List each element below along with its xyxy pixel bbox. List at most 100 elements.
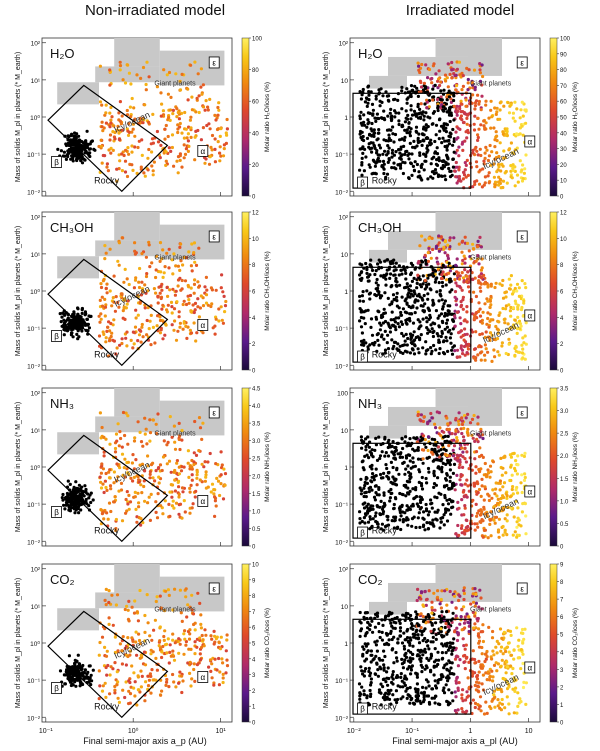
planet-point: [501, 494, 505, 498]
greek-letter-epsilon: ε: [212, 408, 216, 417]
planet-point: [408, 312, 412, 316]
planet-point: [376, 522, 380, 526]
planet-point: [124, 306, 128, 310]
planet-point: [419, 259, 424, 263]
planet-point: [412, 290, 416, 294]
colorbar-label: Molar ratio NH₃/ices (%): [572, 432, 579, 502]
planet-point: [404, 494, 408, 498]
planet-point: [225, 117, 229, 122]
planet-point: [392, 161, 396, 165]
planet-point: [438, 289, 442, 293]
planet-point: [176, 480, 180, 484]
planet-point: [104, 695, 108, 700]
planet-point: [108, 133, 113, 137]
planet-point: [367, 142, 371, 146]
planet-point: [479, 245, 483, 249]
planet-point: [153, 479, 157, 483]
planet-point: [510, 485, 515, 489]
planet-point: [223, 304, 228, 308]
planet-point: [441, 159, 446, 163]
planet-point: [464, 175, 468, 179]
planet-point: [361, 459, 365, 463]
planet-point: [130, 163, 134, 167]
planet-point: [451, 157, 455, 161]
planet-point: [165, 73, 169, 77]
planet-point: [199, 622, 203, 627]
planet-point: [177, 472, 181, 476]
planet-point: [408, 437, 412, 441]
planet-point: [440, 276, 444, 280]
planet-point: [189, 115, 193, 119]
planet-point: [107, 320, 111, 324]
planet-point: [188, 660, 192, 665]
planet-point: [492, 518, 496, 522]
planet-point: [391, 293, 396, 297]
planet-point: [424, 154, 428, 158]
planet-point: [136, 674, 140, 678]
planet-point: [448, 421, 452, 425]
planet-point: [441, 136, 445, 140]
planet-point: [409, 104, 413, 108]
planet-point: [140, 287, 145, 291]
planet-point: [518, 322, 523, 326]
planet-point: [501, 485, 505, 489]
planet-point: [507, 303, 511, 307]
planet-point: [370, 268, 375, 272]
planet-point: [159, 328, 163, 332]
planet-point: [455, 60, 459, 64]
planet-point: [521, 356, 525, 360]
planet-point: [126, 471, 130, 475]
planet-point: [440, 470, 444, 474]
planet-point: [190, 269, 194, 273]
planet-point: [213, 488, 217, 492]
planet-point: [431, 298, 435, 302]
planet-point: [359, 135, 363, 140]
planet-point: [145, 593, 149, 597]
planet-point: [523, 475, 527, 480]
planet-point: [203, 479, 207, 483]
planet-point: [192, 622, 196, 627]
planet-point: [174, 264, 178, 268]
planet-point: [464, 163, 468, 167]
planet-point: [181, 302, 185, 307]
planet-point: [411, 164, 415, 168]
planet-point: [131, 479, 135, 483]
planet-point: [168, 118, 172, 122]
planet-point: [97, 697, 101, 701]
planet-point: [224, 141, 228, 145]
planet-point: [189, 684, 193, 688]
rocky-label: Rocky: [372, 349, 398, 359]
planet-point: [413, 299, 417, 303]
planet-point: [153, 618, 157, 622]
planet-point: [387, 438, 391, 442]
planet-point: [107, 616, 111, 620]
y-tick-label: 10⁻²: [335, 189, 349, 196]
planet-point: [383, 348, 388, 352]
colorbar-tick-label: 90: [560, 52, 567, 58]
planet-point: [504, 351, 508, 356]
planet-point: [374, 281, 378, 285]
planet-point: [148, 470, 152, 474]
planet-point: [178, 125, 182, 129]
planet-point: [109, 334, 113, 339]
planet-point: [397, 119, 401, 123]
planet-point: [156, 314, 160, 318]
giant-planet-region: [114, 212, 160, 241]
planet-point: [408, 351, 412, 355]
planet-point: [497, 183, 501, 187]
planet-point: [129, 685, 133, 689]
planet-point: [192, 251, 196, 255]
planet-point: [486, 468, 490, 472]
planet-point: [166, 134, 170, 139]
planet-point: [426, 297, 430, 301]
planet-point: [382, 528, 386, 532]
planet-point: [437, 314, 441, 318]
planet-point: [187, 144, 191, 148]
colorbar-tick-label: 6: [560, 290, 564, 296]
planet-point: [361, 502, 365, 506]
planet-point: [367, 93, 371, 97]
planet-point: [454, 416, 458, 421]
planet-point: [67, 142, 71, 146]
planet-point: [465, 280, 469, 284]
planet-point: [379, 499, 383, 503]
